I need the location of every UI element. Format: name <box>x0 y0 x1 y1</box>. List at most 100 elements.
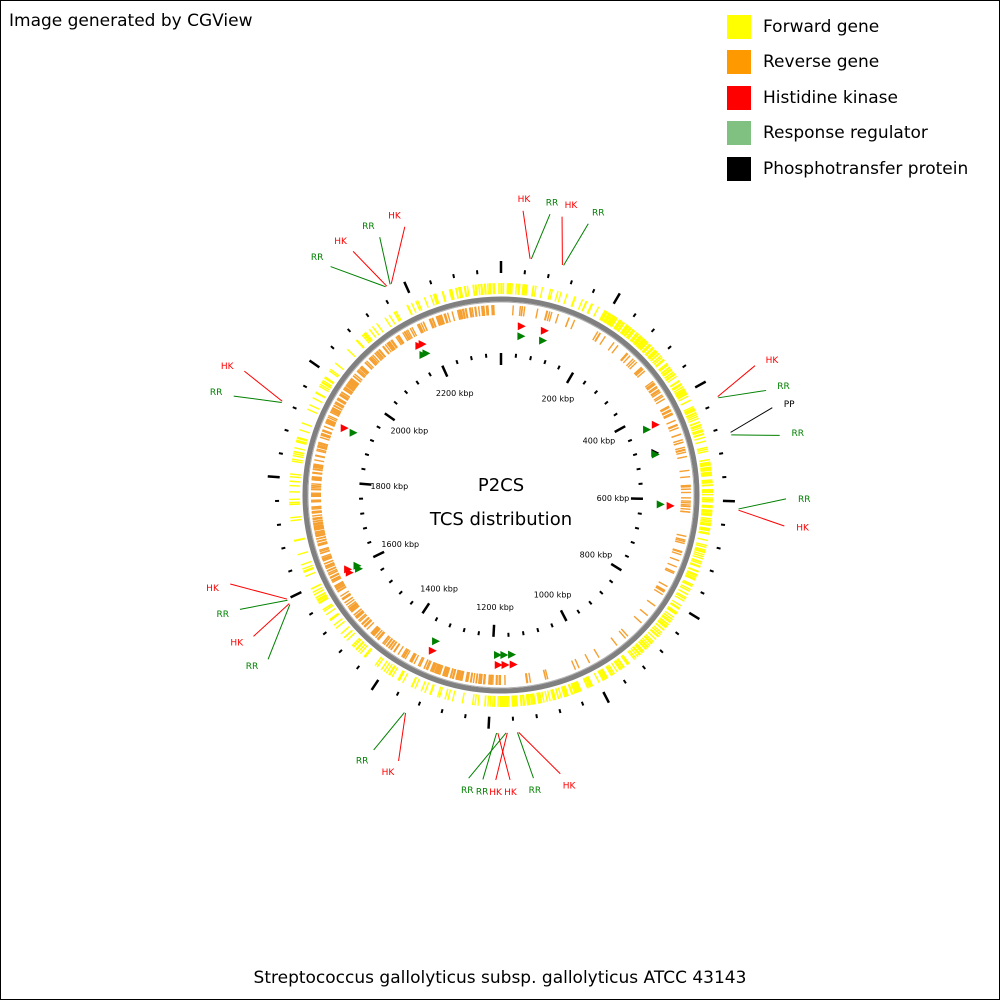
reverse-gene-mark <box>662 410 672 416</box>
forward-gene-mark <box>586 303 593 314</box>
forward-gene-mark <box>691 428 703 434</box>
forward-gene-mark <box>701 504 713 507</box>
forward-gene-mark <box>406 304 413 315</box>
reverse-gene-mark <box>646 383 656 391</box>
forward-gene-mark <box>343 629 353 639</box>
reverse-gene-mark <box>357 369 366 378</box>
forward-gene-mark <box>665 373 676 382</box>
forward-gene-mark <box>526 694 530 706</box>
reverse-gene-mark <box>349 603 359 611</box>
forward-gene-mark <box>675 389 686 397</box>
forward-gene-mark <box>574 681 581 693</box>
reverse-gene-mark <box>331 407 342 414</box>
reverse-gene-mark <box>317 445 328 450</box>
forward-gene-mark <box>290 518 302 522</box>
forward-gene-mark <box>547 288 552 300</box>
reverse-gene-mark <box>331 576 341 582</box>
forward-gene-mark <box>514 283 518 295</box>
reverse-gene-mark <box>347 600 357 608</box>
forward-gene-mark <box>376 657 385 668</box>
forward-gene-mark <box>689 562 701 568</box>
reverse-gene-mark <box>548 311 553 322</box>
forward-gene-mark <box>653 356 663 366</box>
outer-minor-tick <box>276 523 282 526</box>
forward-gene-mark <box>694 546 706 551</box>
outer-minor-tick <box>464 714 467 719</box>
inner-minor-tick <box>360 512 365 515</box>
reverse-gene-mark <box>490 674 493 685</box>
reverse-gene-mark <box>574 658 580 669</box>
reverse-gene-mark <box>644 380 654 388</box>
reverse-gene-mark <box>570 660 577 671</box>
reverse-gene-mark <box>442 666 447 677</box>
inner-minor-tick <box>536 627 540 633</box>
reverse-gene-mark <box>311 475 322 479</box>
forward-gene-mark <box>536 692 540 704</box>
inner-minor-tick <box>576 609 581 614</box>
inner-minor-tick <box>455 359 459 365</box>
forward-gene-mark <box>515 695 519 707</box>
hk-callout-label: HK <box>382 768 396 778</box>
reverse-gene-mark <box>680 510 691 513</box>
reverse-gene-mark <box>375 629 383 639</box>
outer-minor-tick <box>720 523 726 526</box>
reverse-gene-mark <box>315 454 326 458</box>
rr-callout-line <box>563 223 589 266</box>
forward-gene-mark <box>701 505 713 508</box>
reverse-gene-mark <box>663 412 673 418</box>
reverse-gene-mark <box>324 561 335 567</box>
forward-gene-mark <box>429 294 435 306</box>
forward-gene-mark <box>447 689 452 701</box>
forward-gene-mark <box>301 422 313 428</box>
forward-gene-mark <box>657 620 667 629</box>
forward-gene-mark <box>687 567 699 573</box>
forward-gene-mark <box>289 480 301 483</box>
forward-gene-mark <box>474 694 477 706</box>
reverse-gene-mark <box>330 409 341 415</box>
hk-marker <box>666 501 675 510</box>
forward-gene-mark <box>329 368 340 377</box>
reverse-gene-mark <box>599 335 606 345</box>
hk-callout-label: HK <box>563 782 577 792</box>
inner-minor-tick <box>364 453 370 457</box>
reverse-gene-mark <box>387 639 395 649</box>
forward-gene-mark <box>539 286 544 299</box>
reverse-gene-mark <box>328 414 338 421</box>
forward-gene-mark <box>647 631 657 641</box>
forward-gene-mark <box>581 300 588 312</box>
forward-gene-mark <box>522 284 526 296</box>
reverse-gene-mark <box>356 370 365 379</box>
outer-major-tick <box>290 590 302 599</box>
hk-callout-label: HK <box>518 195 532 205</box>
reverse-gene-mark <box>570 319 576 330</box>
forward-gene-mark <box>669 602 680 610</box>
reverse-gene-mark <box>479 673 482 684</box>
forward-gene-mark <box>686 412 697 418</box>
reverse-gene-mark <box>433 663 439 674</box>
reverse-gene-mark <box>468 307 472 318</box>
rr-marker <box>508 650 517 659</box>
reverse-gene-mark <box>356 611 365 619</box>
legend-label: Histidine kinase <box>763 87 898 108</box>
forward-gene-mark <box>675 388 686 396</box>
forward-gene-mark <box>682 580 693 587</box>
forward-gene-mark <box>598 669 606 681</box>
forward-gene-mark <box>564 685 569 697</box>
forward-gene-mark <box>398 670 405 682</box>
forward-gene-mark <box>297 550 309 556</box>
forward-gene-mark <box>315 591 326 599</box>
forward-gene-mark <box>340 626 350 635</box>
forward-gene-mark <box>614 319 622 330</box>
hk-callout-line <box>522 210 531 259</box>
forward-gene-mark <box>557 687 563 699</box>
reverse-gene-mark <box>316 449 327 454</box>
forward-gene-mark <box>487 695 490 707</box>
reverse-gene-mark <box>355 610 364 619</box>
forward-gene-mark <box>315 391 326 398</box>
forward-gene-mark <box>662 368 672 377</box>
forward-gene-mark <box>572 682 579 693</box>
reverse-gene-mark <box>314 527 325 531</box>
forward-gene-mark <box>663 612 673 621</box>
inner-minor-tick <box>634 526 640 530</box>
forward-gene-mark <box>415 300 421 312</box>
